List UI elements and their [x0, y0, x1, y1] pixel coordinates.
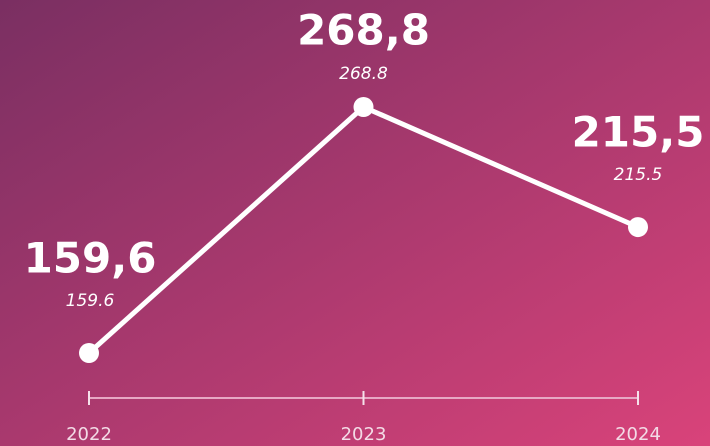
value-text: 215.5 [614, 165, 663, 185]
x-tick-label: 2022 [66, 424, 112, 445]
value-label: 215,5 [572, 108, 705, 157]
point [79, 343, 99, 363]
value-label: 268,8 [297, 6, 430, 55]
point [353, 97, 374, 117]
value-label: 159,6 [24, 234, 157, 283]
x-tick-label: 2023 [341, 424, 387, 445]
value-text: 159.6 [66, 291, 115, 311]
value-text: 268.8 [339, 64, 388, 84]
point [628, 217, 648, 238]
x-tick-label: 2024 [615, 424, 661, 445]
